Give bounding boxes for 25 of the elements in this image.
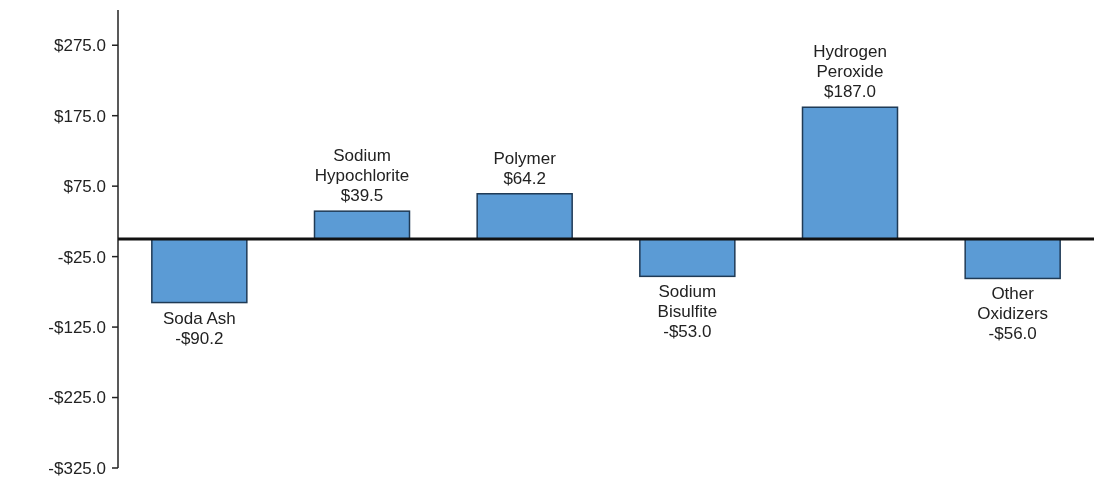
x-tick-label: Soda Ash [162,308,236,328]
y-tick-label: $75.0 [63,177,106,197]
y-tick-label: $275.0 [54,36,106,56]
bar [801,106,899,240]
x-tick-label: Sodium Bisulfite [657,282,718,322]
data-label: $187.0 [824,82,876,102]
y-tick-label: -$225.0 [48,388,106,408]
y-tick-label: $175.0 [54,106,106,126]
bar [639,238,736,278]
y-tick-label: -$325.0 [48,458,106,478]
y-tick-label: -$25.0 [57,247,106,267]
data-label: -$56.0 [988,324,1037,344]
data-label: -$53.0 [663,322,712,342]
x-tick-label: Other Oxidizers [977,284,1049,324]
bar [964,238,1061,280]
x-tick-label: Sodium Hypochlorite [314,146,410,186]
bar [151,238,248,304]
bar [313,210,411,240]
x-tick-label: Polymer [493,148,557,168]
x-tick-label: Hydrogen Peroxide [813,42,887,82]
data-label: $64.2 [503,168,546,188]
y-tick-label: -$125.0 [48,318,106,338]
data-label: -$90.2 [175,328,224,348]
bar [476,193,573,240]
data-label: $39.5 [340,186,384,206]
